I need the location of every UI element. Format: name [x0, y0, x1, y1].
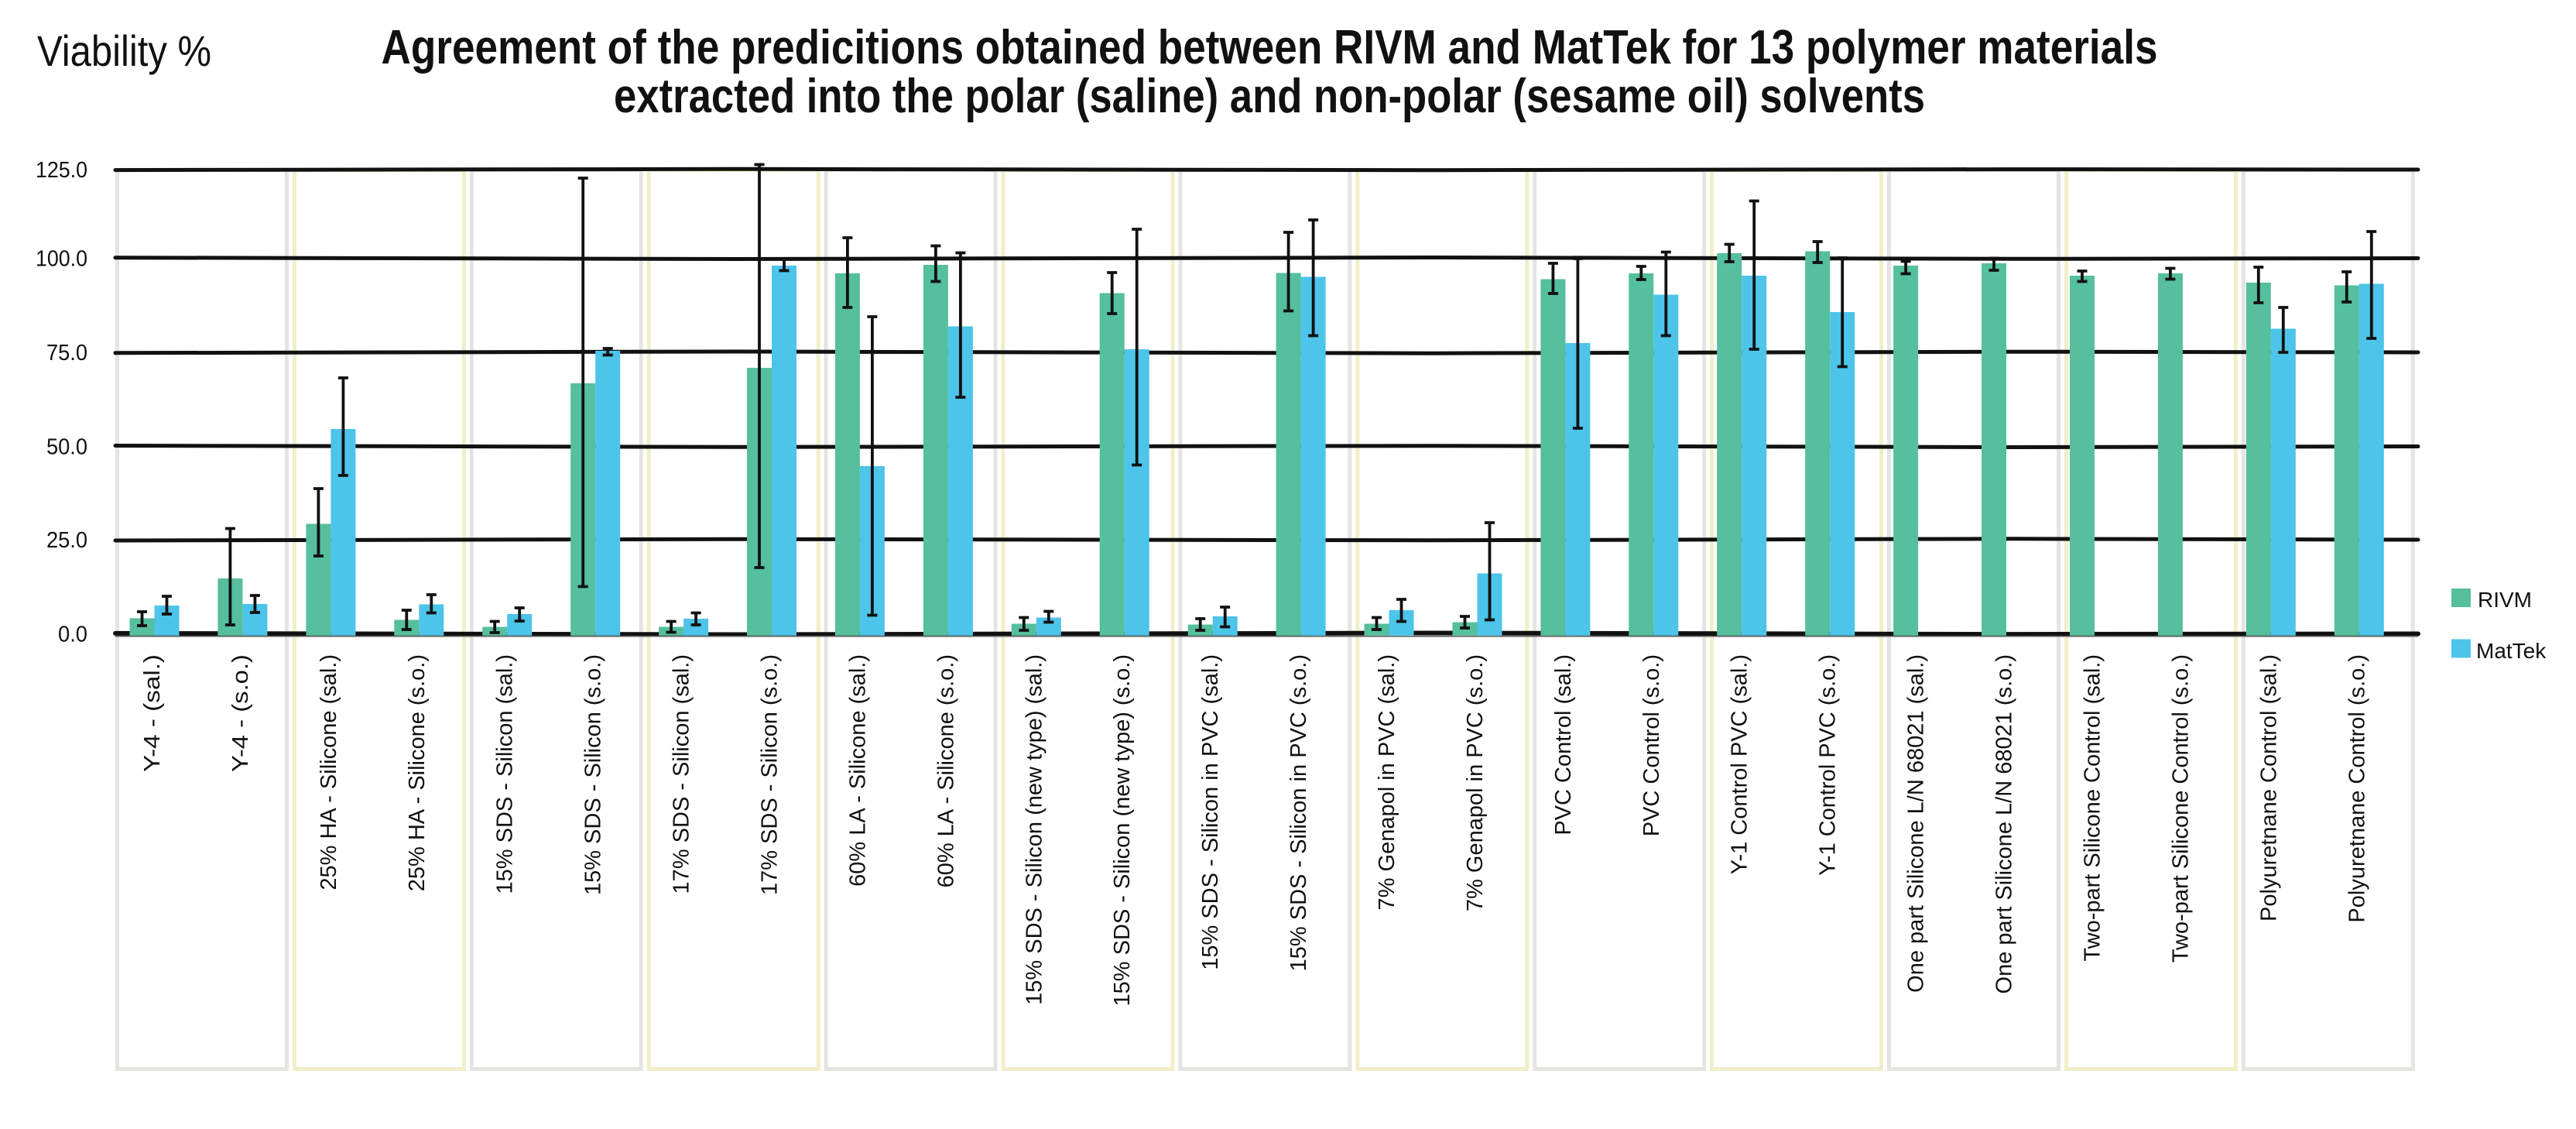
svg-text:7% Genapol in PVC (sal.): 7% Genapol in PVC (sal.) [1375, 654, 1399, 910]
svg-text:Two-part Silicone Control (s.o: Two-part Silicone Control (s.o.) [2168, 654, 2193, 963]
svg-text:50.0: 50.0 [46, 435, 87, 460]
svg-text:RIVM: RIVM [2478, 588, 2532, 612]
svg-text:17% SDS - Silicon (s.o.): 17% SDS - Silicon (s.o.) [758, 654, 783, 895]
svg-text:0.0: 0.0 [58, 623, 87, 647]
svg-text:25% HA - Silicone (sal.): 25% HA - Silicone (sal.) [317, 654, 341, 891]
svg-text:15% SDS - Silicon (new type) (: 15% SDS - Silicon (new type) (sal.) [1022, 654, 1046, 1005]
svg-text:17% SDS - Silicon (sal.): 17% SDS - Silicon (sal.) [670, 654, 694, 894]
svg-text:Y-1 Control PVC (sal.): Y-1 Control PVC (sal.) [1728, 654, 1752, 874]
svg-text:60% LA - Silicone (sal.): 60% LA - Silicone (sal.) [845, 654, 870, 887]
svg-text:25.0: 25.0 [46, 528, 87, 553]
svg-text:Two-part Silicone Control (sal: Two-part Silicone Control (sal.) [2081, 654, 2105, 961]
svg-text:100.0: 100.0 [36, 247, 87, 272]
svg-text:extracted into the polar (sali: extracted into the polar (saline) and no… [614, 70, 1925, 123]
svg-text:Viability %: Viability % [37, 26, 211, 75]
svg-text:15% SDS - Silicon (sal.): 15% SDS - Silicon (sal.) [493, 654, 518, 894]
svg-text:Y-4 - (sal.): Y-4 - (sal.) [140, 654, 165, 772]
svg-text:60% LA - Silicone (s.o.): 60% LA - Silicone (s.o.) [933, 654, 958, 887]
svg-text:15% SDS - Silicon (new type) (: 15% SDS - Silicon (new type) (s.o.) [1110, 654, 1135, 1006]
svg-text:Y-4 - (s.o.): Y-4 - (s.o.) [228, 654, 253, 772]
svg-text:PVC Control (s.o.): PVC Control (s.o.) [1639, 654, 1664, 836]
svg-text:15% SDS - Silicon in PVC (sal.: 15% SDS - Silicon in PVC (sal.) [1198, 654, 1223, 970]
svg-text:Polyuretnane Control (sal.): Polyuretnane Control (sal.) [2256, 654, 2281, 921]
svg-text:7% Genapol in PVC (s.o.): 7% Genapol in PVC (s.o.) [1463, 654, 1488, 911]
svg-text:PVC Control (sal.): PVC Control (sal.) [1551, 654, 1576, 836]
svg-text:Polyuretnane Control (s.o.): Polyuretnane Control (s.o.) [2345, 654, 2369, 923]
svg-text:MatTek: MatTek [2476, 639, 2547, 663]
svg-text:Agreement of the predicitions: Agreement of the predicitions obtained b… [382, 21, 2158, 74]
svg-text:Y-1 Control PVC (s.o.): Y-1 Control PVC (s.o.) [1816, 654, 1841, 876]
svg-text:15% SDS - Silicon (s.o.): 15% SDS - Silicon (s.o.) [581, 654, 606, 895]
svg-text:25% HA - Silicone (s.o.): 25% HA - Silicone (s.o.) [405, 654, 430, 891]
svg-text:125.0: 125.0 [36, 158, 87, 183]
svg-text:One part Silicone L/N 68021 (s: One part Silicone L/N 68021 (sal.) [1904, 654, 1929, 993]
svg-text:75.0: 75.0 [46, 341, 87, 365]
svg-text:15% SDS - Silicon in PVC (s.o.: 15% SDS - Silicon in PVC (s.o.) [1286, 654, 1311, 971]
svg-text:One part Silicone L/N 68021 (s: One part Silicone L/N 68021 (s.o.) [1992, 654, 2017, 993]
